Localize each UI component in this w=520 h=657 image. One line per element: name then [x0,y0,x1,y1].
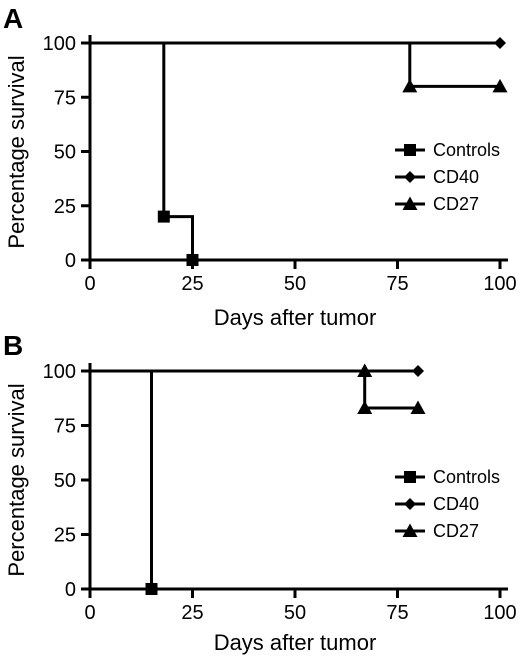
y-axis-label: Percentage survival [4,383,29,576]
x-tick-label: 100 [483,602,516,624]
legend-label-cd40: CD40 [433,167,479,187]
data-point-controls [145,583,158,595]
y-tick-label: 0 [65,579,76,601]
y-tick-label: 100 [43,361,76,383]
panel-label: A [3,3,23,34]
data-point-cd40 [494,37,506,49]
panel-a: A 0 25 50 75 100 0 25 50 75 100 Days after tumor Per… [3,3,517,330]
x-tick-label: 25 [181,602,203,624]
series-line-cd27 [363,371,418,410]
series-line-cd27 [90,41,500,88]
data-point-cd40 [412,365,424,377]
y-tick-label: 75 [54,416,76,438]
legend-label-cd27: CD27 [433,521,479,541]
y-tick-label: 75 [54,87,76,109]
x-tick-label: 0 [84,273,95,295]
legend-label-controls: Controls [433,140,500,160]
legend-marker-cd40 [404,171,416,183]
data-point-cd27 [492,78,508,93]
data-point-controls [157,210,170,223]
x-tick-label: 75 [386,602,408,624]
legend-label-cd27: CD27 [433,194,479,214]
legend-label-cd40: CD40 [433,494,479,514]
y-tick-label: 50 [54,142,76,164]
panel-b: B 0 25 50 75 100 0 25 50 75 100 Days after tumor Per… [3,330,517,655]
y-tick-label: 25 [54,196,76,218]
y-axis-label: Percentage survival [4,55,29,248]
panel-label: B [3,330,23,361]
x-tick-label: 50 [284,273,306,295]
data-point-cd27 [402,78,418,93]
data-point-cd27 [357,363,373,377]
series-line-controls [90,369,153,589]
y-tick-label: 100 [43,33,76,55]
legend-marker-cd27 [402,523,418,537]
data-point-controls [186,254,199,266]
x-tick-label: 25 [181,273,203,295]
legend-label-controls: Controls [433,467,500,487]
x-tick-label: 50 [284,602,306,624]
x-tick-label: 100 [483,273,516,295]
legend-marker-cd27 [402,196,418,210]
data-point-cd27 [410,400,426,415]
legend-marker-controls [404,471,416,483]
x-axis-label: Days after tumor [214,630,377,655]
series-line-controls [90,41,194,260]
x-tick-label: 75 [386,273,408,295]
x-tick-label: 0 [84,602,95,624]
y-tick-label: 50 [54,470,76,492]
x-axis-label: Days after tumor [214,305,377,330]
y-tick-label: 0 [65,250,76,272]
legend-marker-cd40 [404,498,416,510]
legend-marker-controls [404,144,416,156]
y-tick-label: 25 [54,525,76,547]
data-point-cd27 [357,400,373,415]
